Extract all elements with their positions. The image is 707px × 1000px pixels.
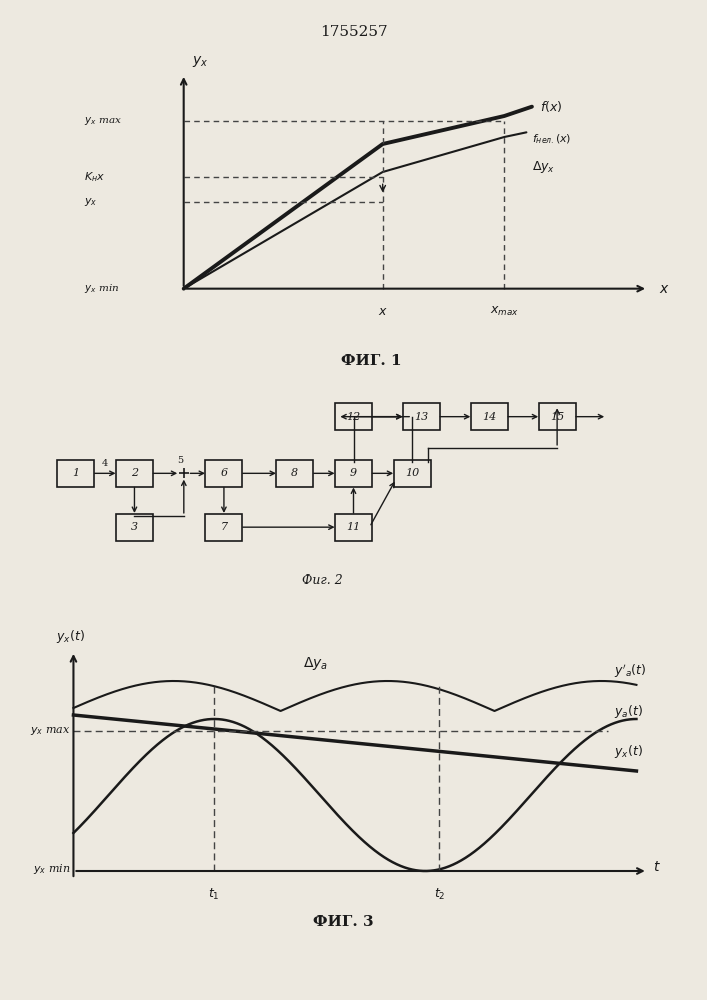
Text: 7: 7 <box>221 522 228 532</box>
Text: $y_x(t)$: $y_x(t)$ <box>57 628 85 645</box>
Text: 13: 13 <box>414 412 428 422</box>
Text: $x_{max}$: $x_{max}$ <box>490 305 519 318</box>
Text: $y_x$ max: $y_x$ max <box>84 115 122 127</box>
Text: 1755257: 1755257 <box>320 25 387 39</box>
Text: Фиг. 2: Фиг. 2 <box>303 574 343 587</box>
Text: 14: 14 <box>482 412 496 422</box>
Text: 11: 11 <box>346 522 361 532</box>
Text: $y'_a(t)$: $y'_a(t)$ <box>614 662 646 680</box>
Text: ФИГ. 3: ФИГ. 3 <box>313 915 374 929</box>
Text: $K_н x$: $K_н x$ <box>84 170 105 184</box>
Text: $\Delta y_a$: $\Delta y_a$ <box>303 655 328 672</box>
Text: $y_x$: $y_x$ <box>192 54 209 69</box>
Text: $y_x$ min: $y_x$ min <box>84 282 119 295</box>
Text: 9: 9 <box>350 468 357 478</box>
Text: 2: 2 <box>131 468 138 478</box>
Text: 1: 1 <box>72 468 79 478</box>
Text: $f(x)$: $f(x)$ <box>540 99 563 114</box>
Text: $y_x$ min: $y_x$ min <box>33 862 71 876</box>
Text: $f_{нел.}(x)$: $f_{нел.}(x)$ <box>532 133 571 146</box>
Text: $y_x(t)$: $y_x(t)$ <box>614 742 643 760</box>
Text: ФИГ. 1: ФИГ. 1 <box>341 354 402 368</box>
Text: $t_1$: $t_1$ <box>209 887 220 902</box>
Text: 5: 5 <box>177 456 184 465</box>
Text: 6: 6 <box>221 468 228 478</box>
Text: $y_x$: $y_x$ <box>84 196 98 208</box>
Text: $y_x$ max: $y_x$ max <box>30 725 71 737</box>
Text: $y_a(t)$: $y_a(t)$ <box>614 702 643 720</box>
Text: $t$: $t$ <box>653 860 661 874</box>
Text: 3: 3 <box>131 522 138 532</box>
Text: $t_2$: $t_2$ <box>433 887 445 902</box>
Text: 15: 15 <box>550 412 564 422</box>
Text: 10: 10 <box>405 468 419 478</box>
Text: 4: 4 <box>102 459 108 468</box>
Text: 12: 12 <box>346 412 361 422</box>
Text: 8: 8 <box>291 468 298 478</box>
Text: $\Delta y_x$: $\Delta y_x$ <box>532 159 555 175</box>
Text: $x$: $x$ <box>659 282 670 296</box>
Text: $x$: $x$ <box>378 305 387 318</box>
